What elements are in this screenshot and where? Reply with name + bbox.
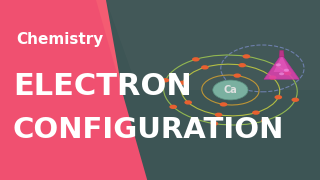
Circle shape [215, 113, 222, 117]
Polygon shape [279, 50, 284, 57]
Circle shape [252, 111, 260, 115]
Text: ELECTRON: ELECTRON [13, 72, 192, 101]
Circle shape [269, 75, 276, 80]
Circle shape [276, 63, 281, 66]
Polygon shape [106, 0, 320, 180]
Circle shape [292, 98, 299, 102]
Circle shape [201, 65, 209, 69]
Text: Ca: Ca [224, 85, 237, 95]
Text: Chemistry: Chemistry [16, 32, 103, 47]
Circle shape [284, 69, 289, 72]
Circle shape [179, 81, 186, 85]
Circle shape [261, 118, 269, 123]
Polygon shape [106, 0, 320, 90]
Circle shape [169, 105, 177, 109]
Polygon shape [264, 57, 299, 79]
Circle shape [184, 100, 192, 105]
Circle shape [279, 72, 284, 75]
Circle shape [238, 63, 246, 67]
Circle shape [243, 54, 250, 58]
Circle shape [213, 80, 248, 100]
Circle shape [233, 73, 241, 78]
Polygon shape [0, 0, 147, 180]
Circle shape [192, 57, 200, 62]
Circle shape [220, 102, 228, 107]
Circle shape [284, 71, 292, 75]
Circle shape [162, 78, 169, 82]
Circle shape [275, 95, 282, 99]
Circle shape [211, 122, 218, 126]
Polygon shape [274, 57, 290, 72]
Text: CONFIGURATION: CONFIGURATION [13, 116, 284, 144]
